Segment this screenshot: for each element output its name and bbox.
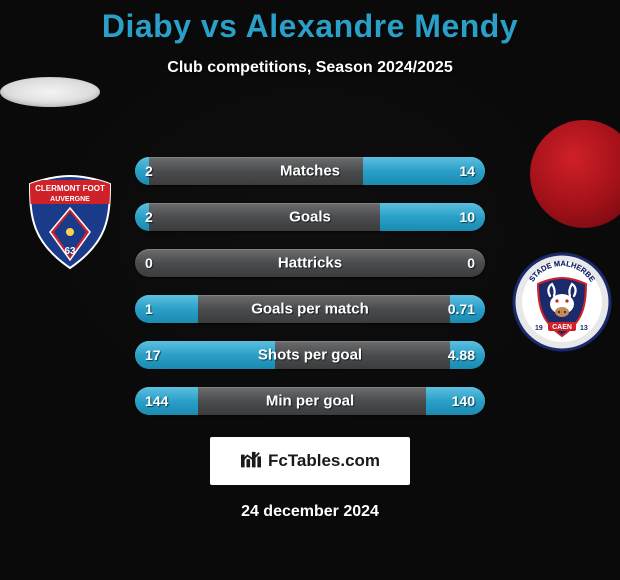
- stat-value-left: 144: [145, 393, 168, 409]
- date-text: 24 december 2024: [0, 503, 620, 521]
- stat-row: 0 Hattricks 0: [135, 249, 485, 277]
- stat-value-right: 10: [459, 209, 475, 225]
- stat-label: Min per goal: [266, 393, 354, 410]
- stat-row: 2 Goals 10: [135, 203, 485, 231]
- stat-value-left: 2: [145, 163, 153, 179]
- stat-value-left: 17: [145, 347, 161, 363]
- stat-value-left: 2: [145, 209, 153, 225]
- player-left-avatar: [0, 77, 100, 107]
- stat-label: Goals: [289, 209, 331, 226]
- club-right-year-left: 19: [535, 325, 543, 332]
- page-title: Diaby vs Alexandre Mendy: [0, 0, 620, 45]
- stat-row: 1 Goals per match 0.71: [135, 295, 485, 323]
- club-badge-left: CLERMONT FOOT AUVERGNE 63: [20, 172, 120, 272]
- brand-box: FcTables.com: [210, 437, 410, 485]
- brand-text: FcTables.com: [268, 451, 380, 471]
- stat-value-right: 140: [452, 393, 475, 409]
- stat-label: Shots per goal: [258, 347, 362, 364]
- stat-row: 17 Shots per goal 4.88: [135, 341, 485, 369]
- subtitle: Club competitions, Season 2024/2025: [0, 59, 620, 77]
- club-left-line1: CLERMONT FOOT: [35, 184, 105, 193]
- stat-value-right: 4.88: [448, 347, 475, 363]
- stat-label: Goals per match: [251, 301, 369, 318]
- stat-row: 144 Min per goal 140: [135, 387, 485, 415]
- brand-icon: [240, 451, 262, 471]
- stat-value-right: 0.71: [448, 301, 475, 317]
- stat-value-right: 14: [459, 163, 475, 179]
- stat-value-right: 0: [467, 255, 475, 271]
- club-right-line2: CAEN: [552, 324, 572, 331]
- club-badge-right: STADE MALHERBE STADE MALHERBE CAEN 19 13: [512, 252, 612, 352]
- stat-label: Matches: [280, 163, 340, 180]
- club-left-number: 63: [64, 246, 76, 257]
- stat-row: 2 Matches 14: [135, 157, 485, 185]
- club-right-year-right: 13: [580, 325, 588, 332]
- stat-value-left: 0: [145, 255, 153, 271]
- club-left-line2: AUVERGNE: [50, 196, 90, 203]
- stat-value-left: 1: [145, 301, 153, 317]
- stat-label: Hattricks: [278, 255, 342, 272]
